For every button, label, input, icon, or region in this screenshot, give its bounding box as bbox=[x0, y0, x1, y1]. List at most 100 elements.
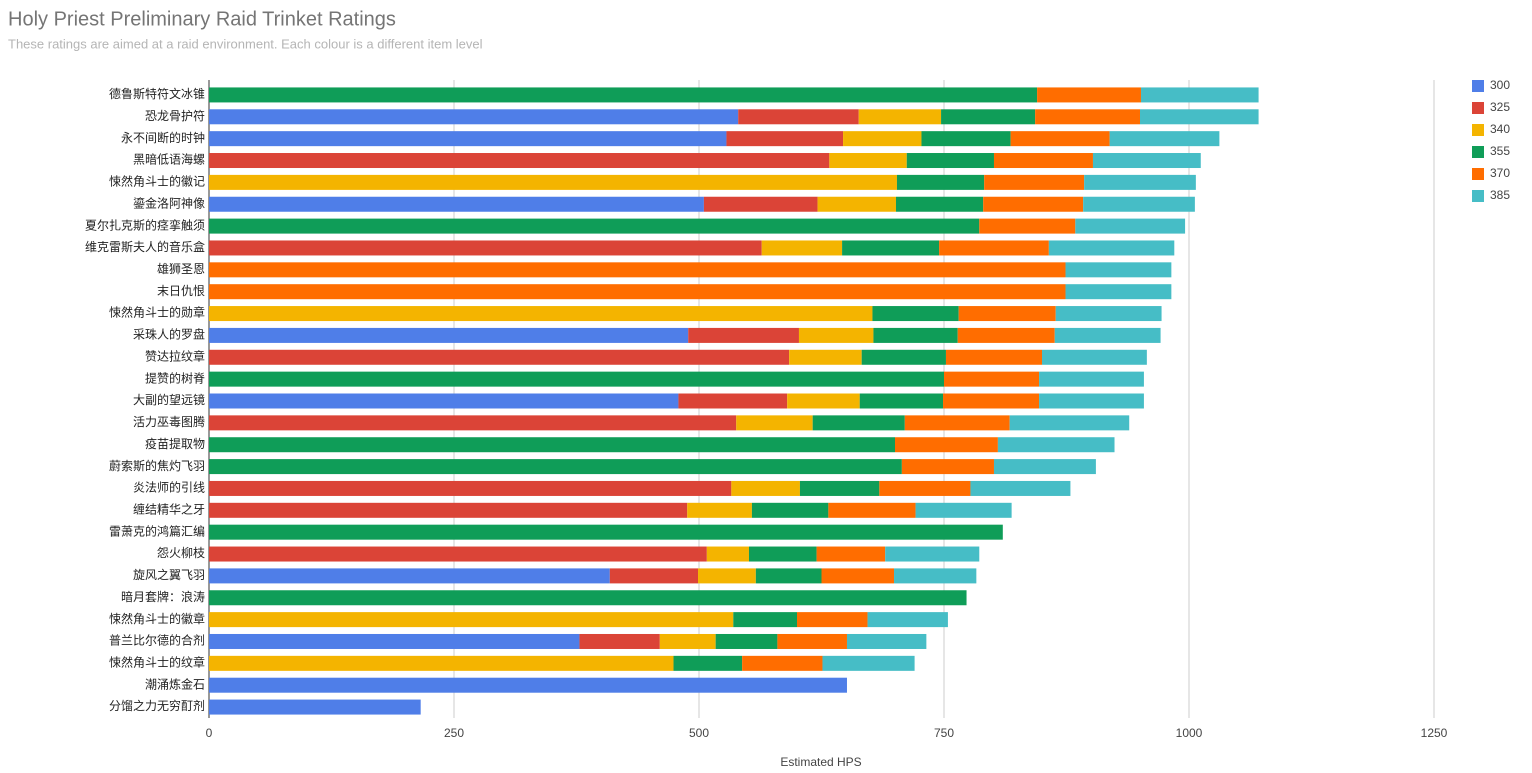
y-tick-label: 采珠人的罗盘 bbox=[133, 327, 205, 342]
y-tick-label: 夏尔扎克斯的痉挛触须 bbox=[85, 217, 205, 232]
x-tick-label: 500 bbox=[689, 726, 709, 740]
bar-segment bbox=[209, 240, 762, 256]
bar-segment bbox=[209, 327, 689, 343]
bar-segment bbox=[941, 109, 1036, 125]
x-tick-label: 250 bbox=[444, 726, 464, 740]
bar-segment bbox=[895, 196, 984, 212]
bar-segment bbox=[901, 459, 994, 475]
bar-segment bbox=[894, 568, 977, 584]
bar-segment bbox=[904, 415, 1010, 431]
bar-segment bbox=[872, 306, 959, 322]
bar-segment bbox=[738, 109, 859, 125]
bar-segment bbox=[209, 371, 944, 387]
bar-segment bbox=[209, 524, 1003, 540]
bar-segment bbox=[997, 437, 1115, 453]
bar-segment bbox=[209, 262, 1066, 278]
y-tick-label: 提赞的树脊 bbox=[145, 370, 205, 385]
bar-segment bbox=[209, 284, 1066, 300]
bar-segment bbox=[209, 393, 679, 409]
legend-label: 370 bbox=[1490, 166, 1510, 180]
bar-segment bbox=[842, 240, 940, 256]
y-tick-label: 悚然角斗士的纹章 bbox=[109, 655, 205, 670]
bar-segment bbox=[906, 153, 994, 169]
bar-segment bbox=[970, 480, 1071, 496]
legend-label: 340 bbox=[1490, 122, 1510, 136]
bar-segment bbox=[1039, 371, 1144, 387]
bar-segment bbox=[673, 655, 743, 671]
bar-segment bbox=[859, 393, 944, 409]
legend-swatch bbox=[1472, 124, 1484, 136]
chart-subtitle: These ratings are aimed at a raid enviro… bbox=[8, 36, 483, 51]
bar-segment bbox=[993, 459, 1096, 475]
bar-segment bbox=[787, 393, 860, 409]
bar-segment bbox=[799, 480, 880, 496]
bar-segment bbox=[1075, 218, 1186, 234]
bar-segment bbox=[742, 655, 823, 671]
bar-segment bbox=[879, 480, 971, 496]
bar-segment bbox=[209, 633, 580, 649]
bar-segment bbox=[209, 480, 732, 496]
y-tick-label: 黑暗低语海螺 bbox=[133, 152, 205, 167]
bar-segment bbox=[984, 174, 1085, 190]
bar-segment bbox=[678, 393, 788, 409]
bar-segment bbox=[1109, 131, 1220, 147]
bar-segment bbox=[858, 109, 942, 125]
y-tick-label: 赞达拉纹章 bbox=[145, 348, 205, 363]
y-tick-label: 潮涌炼金石 bbox=[145, 676, 205, 691]
y-tick-label: 悚然角斗士的徽章 bbox=[109, 611, 205, 626]
bar-segment bbox=[733, 612, 797, 628]
bar-segment bbox=[1009, 415, 1130, 431]
legend-swatch bbox=[1472, 168, 1484, 180]
bar-segment bbox=[1037, 87, 1141, 103]
y-tick-label: 鎏金洛阿神像 bbox=[133, 195, 205, 210]
bar-segment bbox=[1035, 109, 1140, 125]
bar-segment bbox=[895, 437, 998, 453]
bar-segment bbox=[209, 109, 739, 125]
x-tick-label: 0 bbox=[206, 726, 213, 740]
bar-segment bbox=[755, 568, 822, 584]
bar-segment bbox=[1092, 153, 1201, 169]
bar-segment bbox=[945, 349, 1042, 365]
bar-segment bbox=[822, 655, 915, 671]
y-tick-label: 分馏之力无穷酊剂 bbox=[109, 698, 205, 713]
bar-segment bbox=[209, 459, 902, 475]
bar-segment bbox=[816, 546, 886, 562]
bar-segment bbox=[873, 327, 958, 343]
bar-segment bbox=[748, 546, 817, 562]
bar-segment bbox=[957, 327, 1055, 343]
bar-segment bbox=[1039, 393, 1144, 409]
bar-segment bbox=[1065, 262, 1172, 278]
bar-segment bbox=[983, 196, 1084, 212]
bar-segment bbox=[209, 699, 421, 715]
bar-segment bbox=[1055, 306, 1162, 322]
bar-segment bbox=[731, 480, 800, 496]
bar-segment bbox=[896, 174, 985, 190]
bar-segment bbox=[209, 546, 707, 562]
bar-segment bbox=[736, 415, 813, 431]
y-tick-label: 悚然角斗士的徽记 bbox=[109, 174, 205, 189]
y-tick-label: 德鲁斯特符文冰锥 bbox=[109, 86, 205, 101]
bar-segment bbox=[209, 153, 830, 169]
bar-segment bbox=[821, 568, 895, 584]
bar-segment bbox=[579, 633, 660, 649]
legend-swatch bbox=[1472, 102, 1484, 114]
bar-segment bbox=[943, 393, 1040, 409]
bar-segment bbox=[209, 131, 727, 147]
bar-segment bbox=[812, 415, 905, 431]
bar-segment bbox=[209, 306, 873, 322]
bar-segment bbox=[1048, 240, 1175, 256]
bar-segment bbox=[1084, 174, 1196, 190]
bar-segment bbox=[209, 612, 734, 628]
bar-segment bbox=[209, 677, 847, 693]
bar-segment bbox=[209, 218, 980, 234]
bar-segment bbox=[777, 633, 847, 649]
bar-segment bbox=[609, 568, 699, 584]
bar-segment bbox=[209, 174, 897, 190]
legend-label: 325 bbox=[1490, 100, 1510, 114]
bar-segment bbox=[659, 633, 716, 649]
bar-segment bbox=[797, 612, 868, 628]
bar-segment bbox=[761, 240, 843, 256]
x-tick-label: 1250 bbox=[1421, 726, 1448, 740]
bar-segment bbox=[209, 87, 1038, 103]
